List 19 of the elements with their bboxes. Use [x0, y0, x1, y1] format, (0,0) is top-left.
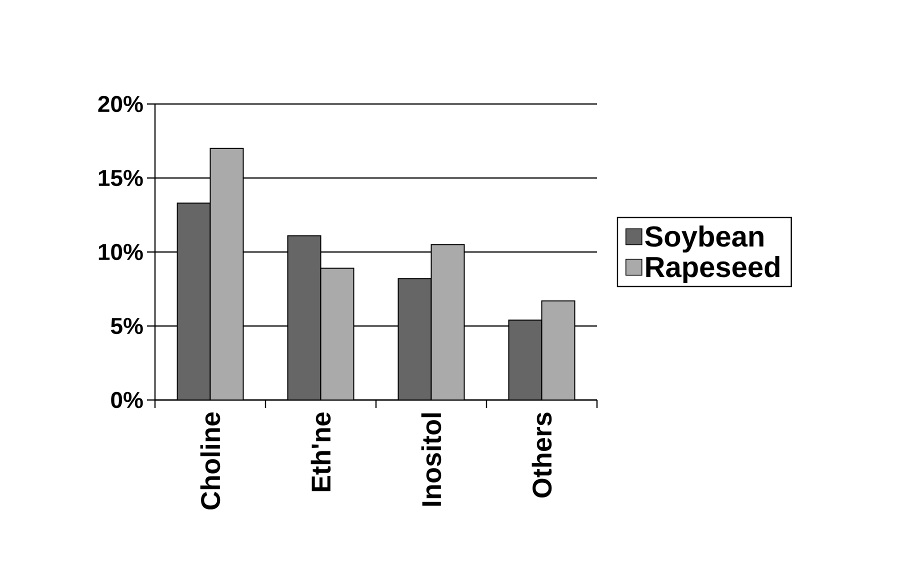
y-tick-label: 5% [110, 318, 143, 334]
y-tick-label: 10% [98, 244, 143, 260]
bar [210, 148, 244, 400]
y-tick-label: 0% [111, 392, 143, 408]
x-tick-label: Eth'ne [310, 412, 331, 492]
bar [320, 268, 354, 400]
bar [508, 320, 542, 400]
bar [176, 202, 211, 400]
bar [541, 300, 576, 400]
x-tick-label: Choline [200, 412, 220, 510]
y-tick-label: 15% [98, 170, 143, 186]
legend-label: Soybean [645, 225, 764, 253]
bar [430, 244, 465, 400]
bar [287, 235, 322, 400]
bar [398, 278, 432, 400]
legend-label: Rapeseed [646, 256, 780, 284]
x-tick-label: Others [532, 412, 552, 498]
y-tick-label: 20% [98, 96, 143, 112]
x-tick-label: Inositol [421, 413, 442, 506]
